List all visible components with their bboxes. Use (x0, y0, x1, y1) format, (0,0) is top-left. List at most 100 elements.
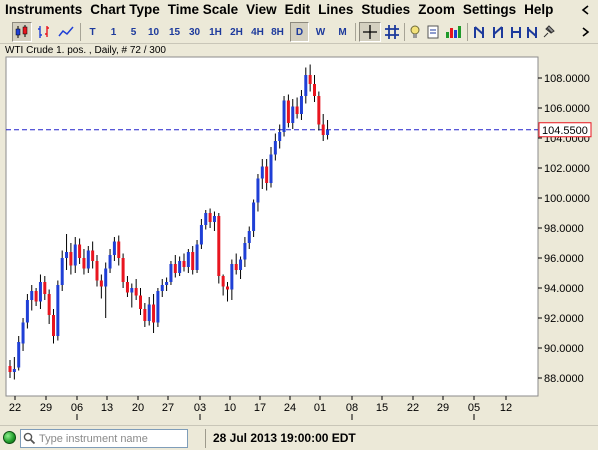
candle[interactable] (278, 124, 282, 149)
timeframe-15-button[interactable]: 15 (168, 26, 181, 38)
candle[interactable] (108, 249, 112, 273)
timeframe-1-button[interactable]: 1 (110, 26, 117, 38)
instrument-search-box[interactable] (20, 429, 188, 448)
arrow-dn2-icon[interactable] (508, 22, 524, 42)
candle[interactable] (17, 336, 21, 371)
candle[interactable] (286, 94, 290, 128)
indicator-icon[interactable] (444, 22, 464, 42)
candle[interactable] (199, 219, 203, 249)
plot-area[interactable] (5, 56, 539, 397)
template-icon[interactable] (425, 22, 441, 42)
menu-help[interactable]: Help (524, 2, 554, 17)
candle[interactable] (65, 234, 69, 270)
candle[interactable] (321, 114, 325, 141)
candle[interactable] (230, 259, 234, 301)
candle[interactable] (165, 277, 169, 292)
candle[interactable] (291, 99, 295, 129)
candle[interactable] (160, 279, 164, 297)
bar-chart-icon[interactable] (34, 22, 54, 42)
candle[interactable] (121, 253, 125, 289)
candle[interactable] (234, 253, 238, 275)
candle[interactable] (173, 255, 177, 278)
timeframe-m-button[interactable]: M (338, 26, 347, 38)
chart-area[interactable]: WTI Crude 1. pos. , Daily, # 72 / 300 88… (0, 44, 598, 420)
timeframe-w-button[interactable]: W (315, 26, 326, 38)
candle[interactable] (30, 285, 34, 311)
candle[interactable] (243, 237, 247, 267)
timeframe-8h-button[interactable]: 8H (271, 26, 284, 38)
candle[interactable] (191, 246, 195, 275)
candle[interactable] (130, 283, 134, 308)
candle[interactable] (86, 246, 90, 273)
candle[interactable] (217, 213, 221, 284)
candle[interactable] (208, 208, 212, 229)
candle[interactable] (43, 276, 47, 300)
search-icon[interactable] (21, 430, 37, 447)
menu-edit[interactable]: Edit (284, 2, 311, 17)
candle[interactable] (143, 303, 147, 327)
arrow-up-icon[interactable] (471, 22, 487, 42)
candle[interactable] (69, 243, 73, 275)
timeframe-30-button[interactable]: 30 (188, 26, 201, 38)
candle[interactable] (304, 67, 308, 104)
candle[interactable] (186, 249, 190, 273)
timeframe-5-button[interactable]: 5 (130, 26, 137, 38)
candle[interactable] (82, 249, 86, 275)
candle[interactable] (147, 297, 151, 326)
arrow-down-icon[interactable] (490, 22, 506, 42)
menu-time-scale[interactable]: Time Scale (167, 2, 239, 17)
candle[interactable] (47, 289, 51, 325)
candle[interactable] (252, 199, 256, 238)
timeframe-t-button[interactable]: T (89, 26, 96, 38)
candle[interactable] (308, 64, 312, 92)
menu-settings[interactable]: Settings (462, 2, 517, 17)
timeframe-10-button[interactable]: 10 (147, 26, 160, 38)
candle[interactable] (56, 280, 60, 341)
candle[interactable] (265, 159, 269, 191)
candle[interactable] (99, 274, 103, 299)
candle[interactable] (317, 91, 321, 131)
candle[interactable] (273, 133, 277, 161)
candle[interactable] (326, 120, 330, 140)
timeframe-d-button[interactable]: D (290, 22, 309, 42)
menu-studies[interactable]: Studies (361, 2, 411, 17)
candle[interactable] (313, 75, 316, 102)
candle[interactable] (34, 288, 38, 306)
menu-view[interactable]: View (246, 2, 277, 17)
candle[interactable] (125, 276, 129, 297)
candle[interactable] (91, 241, 95, 269)
candle[interactable] (239, 256, 243, 280)
candle[interactable] (104, 262, 108, 319)
bulb-icon[interactable] (407, 22, 423, 42)
candle[interactable] (299, 90, 303, 120)
candle[interactable] (182, 253, 186, 272)
candle[interactable] (134, 279, 138, 300)
search-input[interactable] (37, 430, 185, 447)
candle[interactable] (295, 97, 299, 119)
timeframe-1h-button[interactable]: 1H (209, 26, 222, 38)
candle[interactable] (21, 318, 25, 351)
candle[interactable] (269, 147, 273, 188)
chevron-right-icon[interactable] (578, 22, 592, 42)
candle[interactable] (178, 256, 182, 277)
grid-icon[interactable] (382, 22, 402, 42)
candle[interactable] (260, 159, 264, 189)
candle[interactable] (156, 288, 160, 327)
crosshair-icon[interactable] (359, 22, 381, 42)
candle[interactable] (112, 237, 116, 261)
candle[interactable] (247, 226, 251, 250)
menu-zoom[interactable]: Zoom (418, 2, 455, 17)
candle[interactable] (226, 282, 229, 302)
candle[interactable] (95, 255, 99, 287)
candle[interactable] (38, 274, 42, 310)
candlestick-chart-icon[interactable] (12, 22, 32, 42)
candle[interactable] (52, 309, 55, 344)
candle[interactable] (60, 250, 64, 292)
candle[interactable] (12, 357, 16, 380)
chevron-left-icon[interactable] (580, 3, 592, 21)
arrow-up2-icon[interactable] (524, 22, 540, 42)
candle[interactable] (117, 235, 121, 266)
candle[interactable] (78, 238, 82, 265)
menu-lines[interactable]: Lines (318, 2, 354, 17)
timeframe-4h-button[interactable]: 4H (251, 26, 264, 38)
